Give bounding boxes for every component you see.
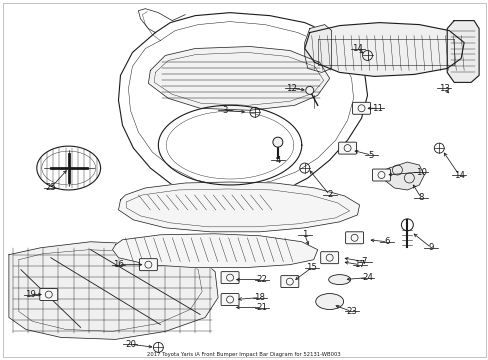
Polygon shape [447, 21, 478, 82]
Text: 14: 14 [351, 44, 362, 53]
FancyBboxPatch shape [280, 276, 298, 288]
Text: 8: 8 [418, 193, 423, 202]
FancyBboxPatch shape [221, 293, 239, 306]
Ellipse shape [328, 275, 350, 285]
FancyBboxPatch shape [320, 252, 338, 264]
Text: 4: 4 [275, 156, 280, 165]
FancyBboxPatch shape [221, 272, 239, 284]
Polygon shape [112, 234, 317, 268]
Text: 22: 22 [256, 275, 267, 284]
Text: 21: 21 [256, 303, 267, 312]
Polygon shape [304, 23, 463, 76]
Text: 19: 19 [25, 290, 36, 299]
Circle shape [272, 137, 282, 147]
Polygon shape [384, 162, 424, 190]
FancyBboxPatch shape [40, 289, 58, 301]
Text: 13: 13 [438, 84, 449, 93]
Polygon shape [148, 46, 329, 110]
FancyBboxPatch shape [352, 102, 370, 114]
Text: 7: 7 [361, 257, 366, 266]
Text: 10: 10 [415, 167, 426, 176]
Text: 14: 14 [453, 171, 464, 180]
Text: 2017 Toyota Yaris iA Front Bumper Impact Bar Diagram for 52131-WB003: 2017 Toyota Yaris iA Front Bumper Impact… [147, 352, 340, 357]
Circle shape [305, 86, 313, 94]
Text: 6: 6 [384, 237, 389, 246]
Polygon shape [9, 242, 218, 339]
Polygon shape [118, 182, 359, 232]
Text: 25: 25 [45, 184, 56, 193]
Text: 17: 17 [353, 260, 365, 269]
Ellipse shape [315, 293, 343, 310]
FancyBboxPatch shape [338, 142, 356, 154]
Text: 5: 5 [368, 150, 373, 159]
Text: 18: 18 [254, 293, 265, 302]
Text: 3: 3 [222, 106, 227, 115]
Text: 11: 11 [371, 104, 382, 113]
Text: 12: 12 [286, 84, 297, 93]
FancyBboxPatch shape [139, 259, 157, 271]
Text: 9: 9 [427, 243, 433, 252]
Text: 15: 15 [305, 263, 317, 272]
Text: 24: 24 [361, 273, 372, 282]
Text: 2: 2 [326, 190, 332, 199]
Text: 16: 16 [113, 260, 124, 269]
Polygon shape [304, 24, 331, 72]
Text: 20: 20 [125, 340, 136, 349]
FancyBboxPatch shape [345, 232, 363, 244]
Text: 1: 1 [302, 230, 307, 239]
Text: 23: 23 [346, 307, 356, 316]
FancyBboxPatch shape [372, 169, 389, 181]
